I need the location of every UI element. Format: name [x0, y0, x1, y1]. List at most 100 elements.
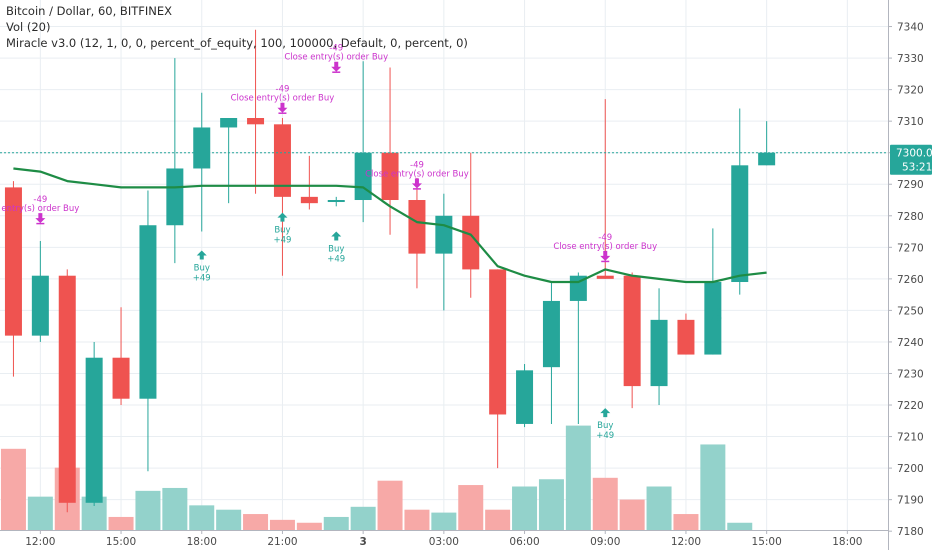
price-axis[interactable]: 7180 7190 7200 7210 7220 7230 7240 7250 7260 7270…	[888, 0, 932, 550]
volume-bar	[538, 479, 564, 530]
price-tick-label: 7180	[897, 526, 924, 538]
price-tick-label: 7330	[897, 53, 924, 65]
signal-buy-label: Buy	[705, 304, 721, 314]
candle-body	[408, 200, 426, 254]
price-tick-label: 7240	[897, 337, 924, 349]
volume-bar	[189, 505, 215, 530]
price-tick-label: 7280	[897, 211, 924, 223]
candle-body	[58, 275, 76, 503]
time-tick-label: 12:00	[671, 536, 701, 548]
price-tick-label: 7220	[897, 400, 924, 412]
signal-qty-label: +49	[704, 314, 722, 324]
time-tick-label: 21:00	[267, 536, 297, 548]
candle-body	[112, 357, 130, 399]
buy-signal-arrow-icon	[196, 250, 207, 260]
candle-body	[273, 124, 291, 197]
close-signal-arrow-icon	[35, 213, 46, 224]
bar-countdown: 53:21	[902, 162, 932, 174]
ma-polyline	[13, 167, 767, 284]
candle-body	[677, 319, 695, 355]
candle-body	[85, 357, 103, 503]
time-tick-label: 18:00	[187, 536, 217, 548]
volume-bar	[27, 496, 53, 530]
price-tick-label: 7290	[897, 179, 924, 191]
signal-order-label: Close entry(s) order Buy	[231, 94, 335, 104]
volume-bar	[323, 516, 349, 530]
volume-bar	[673, 514, 699, 530]
volume-bar	[0, 448, 26, 530]
candle-body	[327, 200, 345, 203]
time-tick-label: 18:00	[832, 536, 862, 548]
candle-body	[4, 187, 22, 336]
volume-indicator-label[interactable]: Vol (20)	[6, 20, 51, 34]
signal-qty-label: -49	[410, 160, 424, 170]
volume-bar	[269, 519, 295, 530]
price-tick-label: 7320	[897, 85, 924, 97]
volume-bar	[592, 477, 618, 530]
volume-bars	[0, 425, 753, 530]
volume-bar	[216, 509, 242, 530]
signal-order-label: Close entry(s) order Buy	[284, 53, 388, 63]
signal-qty-label: -49	[329, 44, 343, 54]
signal-buy-label: Buy	[328, 245, 344, 255]
candle-body	[623, 275, 641, 387]
volume-bar	[727, 522, 753, 530]
signal-qty-label: +49	[193, 273, 211, 283]
time-tick-label: 3	[359, 536, 366, 548]
candle-body	[300, 196, 318, 204]
candles	[4, 29, 776, 513]
volume-bar	[512, 486, 538, 530]
price-tick-label: 7200	[897, 463, 924, 475]
volume-bar	[646, 486, 672, 530]
volume-bar	[350, 506, 376, 530]
candle-body	[758, 152, 776, 166]
time-tick-label: 15:00	[752, 536, 782, 548]
candle-body	[193, 127, 211, 169]
volume-bar	[243, 514, 269, 530]
signal-qty-label: -49	[276, 85, 290, 95]
candle-body	[381, 152, 399, 201]
price-tick-label: 7260	[897, 274, 924, 286]
volume-bar	[619, 499, 645, 530]
candle-body	[489, 269, 507, 415]
volume-bar	[404, 509, 430, 530]
chart-legend: Bitcoin / Dollar, 60, BITFINEX Vol (20) …	[6, 3, 468, 51]
signal-buy-label: Buy	[274, 226, 290, 236]
volume-bar	[458, 485, 484, 530]
price-tick-label: 7230	[897, 368, 924, 380]
price-tick-label: 7310	[897, 116, 924, 128]
buy-signal-arrow-icon	[707, 291, 718, 301]
candle-body	[166, 168, 184, 226]
signal-buy-label: Buy	[597, 421, 613, 431]
volume-bar	[431, 512, 457, 530]
time-tick-label: 09:00	[590, 536, 620, 548]
price-tick-label: 7340	[897, 22, 924, 34]
signal-qty-label: +49	[273, 236, 291, 246]
signal-qty-label: -49	[33, 195, 47, 205]
candle-body	[220, 118, 238, 128]
current-price-tag	[890, 144, 932, 175]
signal-qty-label: +49	[327, 255, 345, 265]
time-axis[interactable]: 12:00 15:00 18:00 21:00 3 03:00 06:00 09:00 12:0…	[0, 530, 888, 550]
price-axis-bg	[888, 0, 932, 550]
buy-signal-arrow-icon	[331, 231, 342, 241]
strategy-indicator-label[interactable]: Miracle v3.0 (12, 1, 0, 0, percent_of_eq…	[6, 36, 468, 50]
signal-order-label: entry(s) order Buy	[1, 204, 79, 214]
candle-body	[247, 118, 265, 125]
volume-bar	[485, 509, 511, 530]
candle-body	[704, 282, 722, 355]
volume-bar	[135, 490, 161, 530]
close-signal-arrow-icon	[600, 250, 611, 261]
time-tick-label: 15:00	[106, 536, 136, 548]
buy-signal-arrow-icon	[277, 212, 288, 222]
candle-body	[731, 165, 749, 283]
volume-bar	[108, 516, 134, 530]
close-signal-arrow-icon	[331, 61, 342, 72]
close-signal-arrow-icon	[277, 102, 288, 113]
candle-body	[435, 215, 453, 254]
symbol-title[interactable]: Bitcoin / Dollar, 60, BITFINEX	[6, 4, 172, 18]
volume-bar	[565, 425, 591, 530]
candle-body	[516, 370, 534, 424]
